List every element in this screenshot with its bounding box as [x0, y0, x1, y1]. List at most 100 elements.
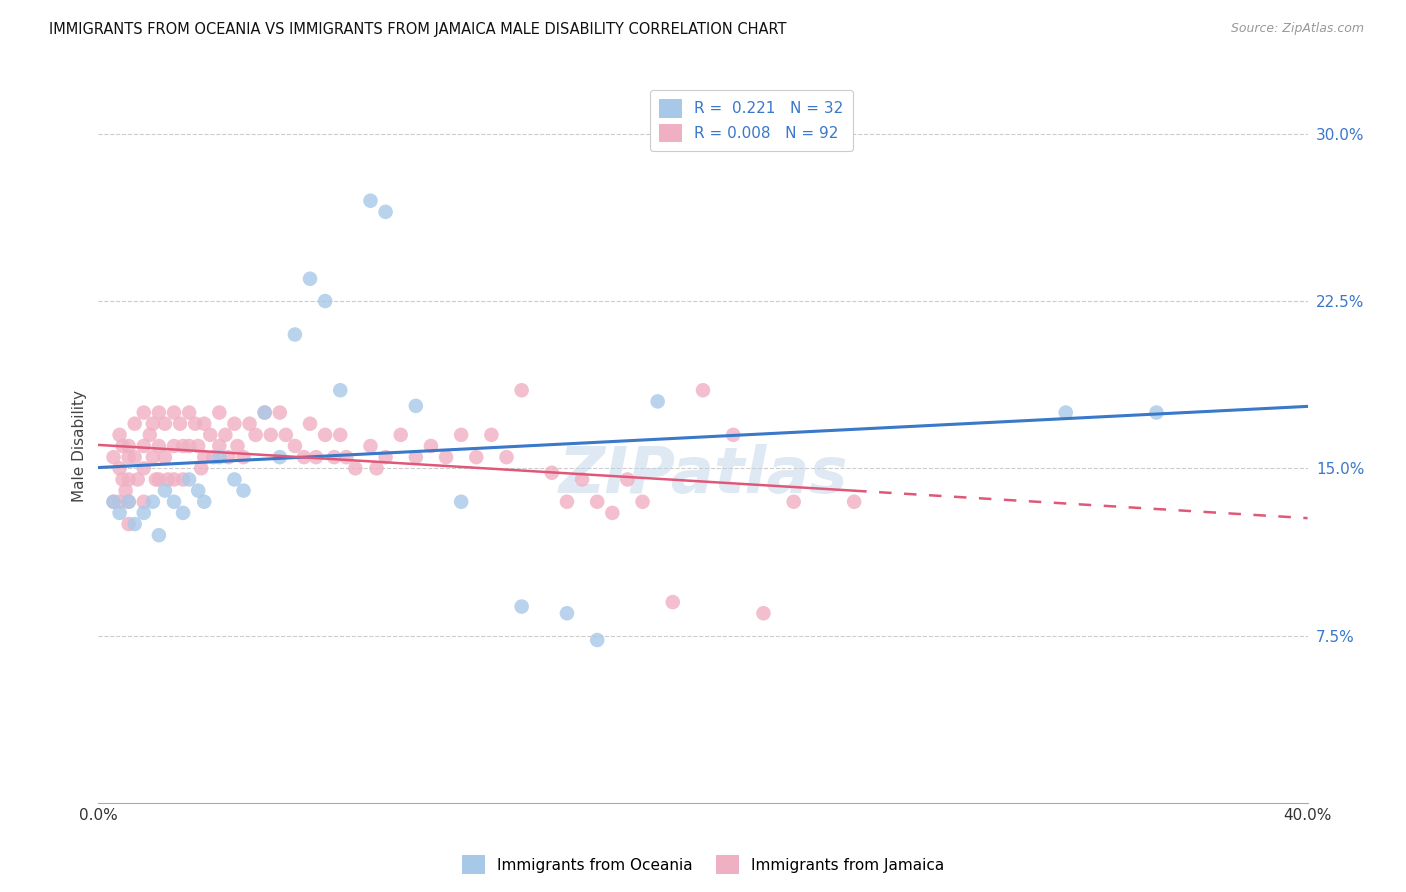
Point	[450, 427, 472, 442]
Point	[269, 450, 291, 465]
Point	[224, 417, 246, 431]
Point	[269, 405, 291, 420]
Point	[148, 528, 170, 542]
Point	[292, 450, 315, 465]
Point	[103, 450, 125, 465]
Point	[510, 384, 533, 398]
Point	[148, 405, 170, 420]
Point	[586, 494, 609, 508]
Point	[305, 450, 328, 465]
Point	[314, 427, 336, 442]
Point	[253, 405, 276, 420]
Point	[163, 494, 186, 508]
Point	[108, 427, 131, 442]
Point	[145, 473, 167, 487]
Point	[118, 517, 141, 532]
Point	[217, 450, 239, 465]
Point	[420, 439, 443, 453]
Point	[274, 427, 297, 442]
Point	[434, 450, 457, 465]
Point	[200, 427, 222, 442]
Point	[103, 494, 125, 508]
Text: Source: ZipAtlas.com: Source: ZipAtlas.com	[1230, 22, 1364, 36]
Point	[232, 483, 254, 498]
Point	[329, 427, 352, 442]
Y-axis label: Male Disability: Male Disability	[72, 390, 87, 502]
Point	[389, 427, 412, 442]
Point	[179, 473, 201, 487]
Point	[118, 494, 141, 508]
Point	[783, 494, 806, 508]
Point	[284, 327, 307, 342]
Point	[752, 607, 775, 621]
Point	[224, 473, 246, 487]
Point	[232, 450, 254, 465]
Point	[239, 417, 262, 431]
Point	[172, 473, 194, 487]
Point	[111, 439, 134, 453]
Point	[1054, 405, 1077, 420]
Point	[179, 405, 201, 420]
Point	[132, 405, 155, 420]
Point	[481, 427, 503, 442]
Point	[118, 473, 141, 487]
Point	[153, 417, 176, 431]
Point	[163, 473, 186, 487]
Point	[1144, 405, 1167, 420]
Point	[510, 599, 533, 614]
Point	[108, 494, 131, 508]
Point	[260, 427, 283, 442]
Point	[124, 517, 146, 532]
Point	[179, 439, 201, 453]
Point	[142, 494, 165, 508]
Point	[193, 450, 215, 465]
Point	[844, 494, 866, 508]
Point	[139, 427, 162, 442]
Point	[366, 461, 388, 475]
Point	[132, 461, 155, 475]
Point	[202, 450, 225, 465]
Point	[132, 439, 155, 453]
Legend: R =  0.221   N = 32, R = 0.008   N = 92: R = 0.221 N = 32, R = 0.008 N = 92	[650, 90, 852, 152]
Point	[495, 450, 517, 465]
Point	[193, 494, 215, 508]
Point	[299, 271, 322, 285]
Point	[172, 439, 194, 453]
Point	[245, 427, 267, 442]
Point	[586, 633, 609, 648]
Point	[465, 450, 488, 465]
Point	[153, 483, 176, 498]
Point	[723, 427, 745, 442]
Point	[555, 607, 578, 621]
Point	[323, 450, 346, 465]
Point	[226, 439, 249, 453]
Point	[692, 384, 714, 398]
Point	[616, 473, 638, 487]
Point	[360, 194, 382, 208]
Point	[540, 466, 562, 480]
Point	[118, 494, 141, 508]
Text: ZIPatlas: ZIPatlas	[558, 443, 848, 506]
Point	[156, 473, 179, 487]
Point	[374, 450, 396, 465]
Point	[108, 506, 131, 520]
Point	[132, 494, 155, 508]
Point	[662, 595, 685, 609]
Point	[148, 439, 170, 453]
Point	[208, 405, 231, 420]
Point	[187, 483, 209, 498]
Point	[329, 384, 352, 398]
Point	[142, 450, 165, 465]
Point	[208, 450, 231, 465]
Point	[314, 293, 336, 308]
Point	[374, 204, 396, 219]
Point	[172, 506, 194, 520]
Point	[118, 450, 141, 465]
Point	[103, 494, 125, 508]
Point	[111, 473, 134, 487]
Point	[118, 439, 141, 453]
Point	[193, 417, 215, 431]
Point	[114, 483, 136, 498]
Point	[148, 473, 170, 487]
Point	[142, 417, 165, 431]
